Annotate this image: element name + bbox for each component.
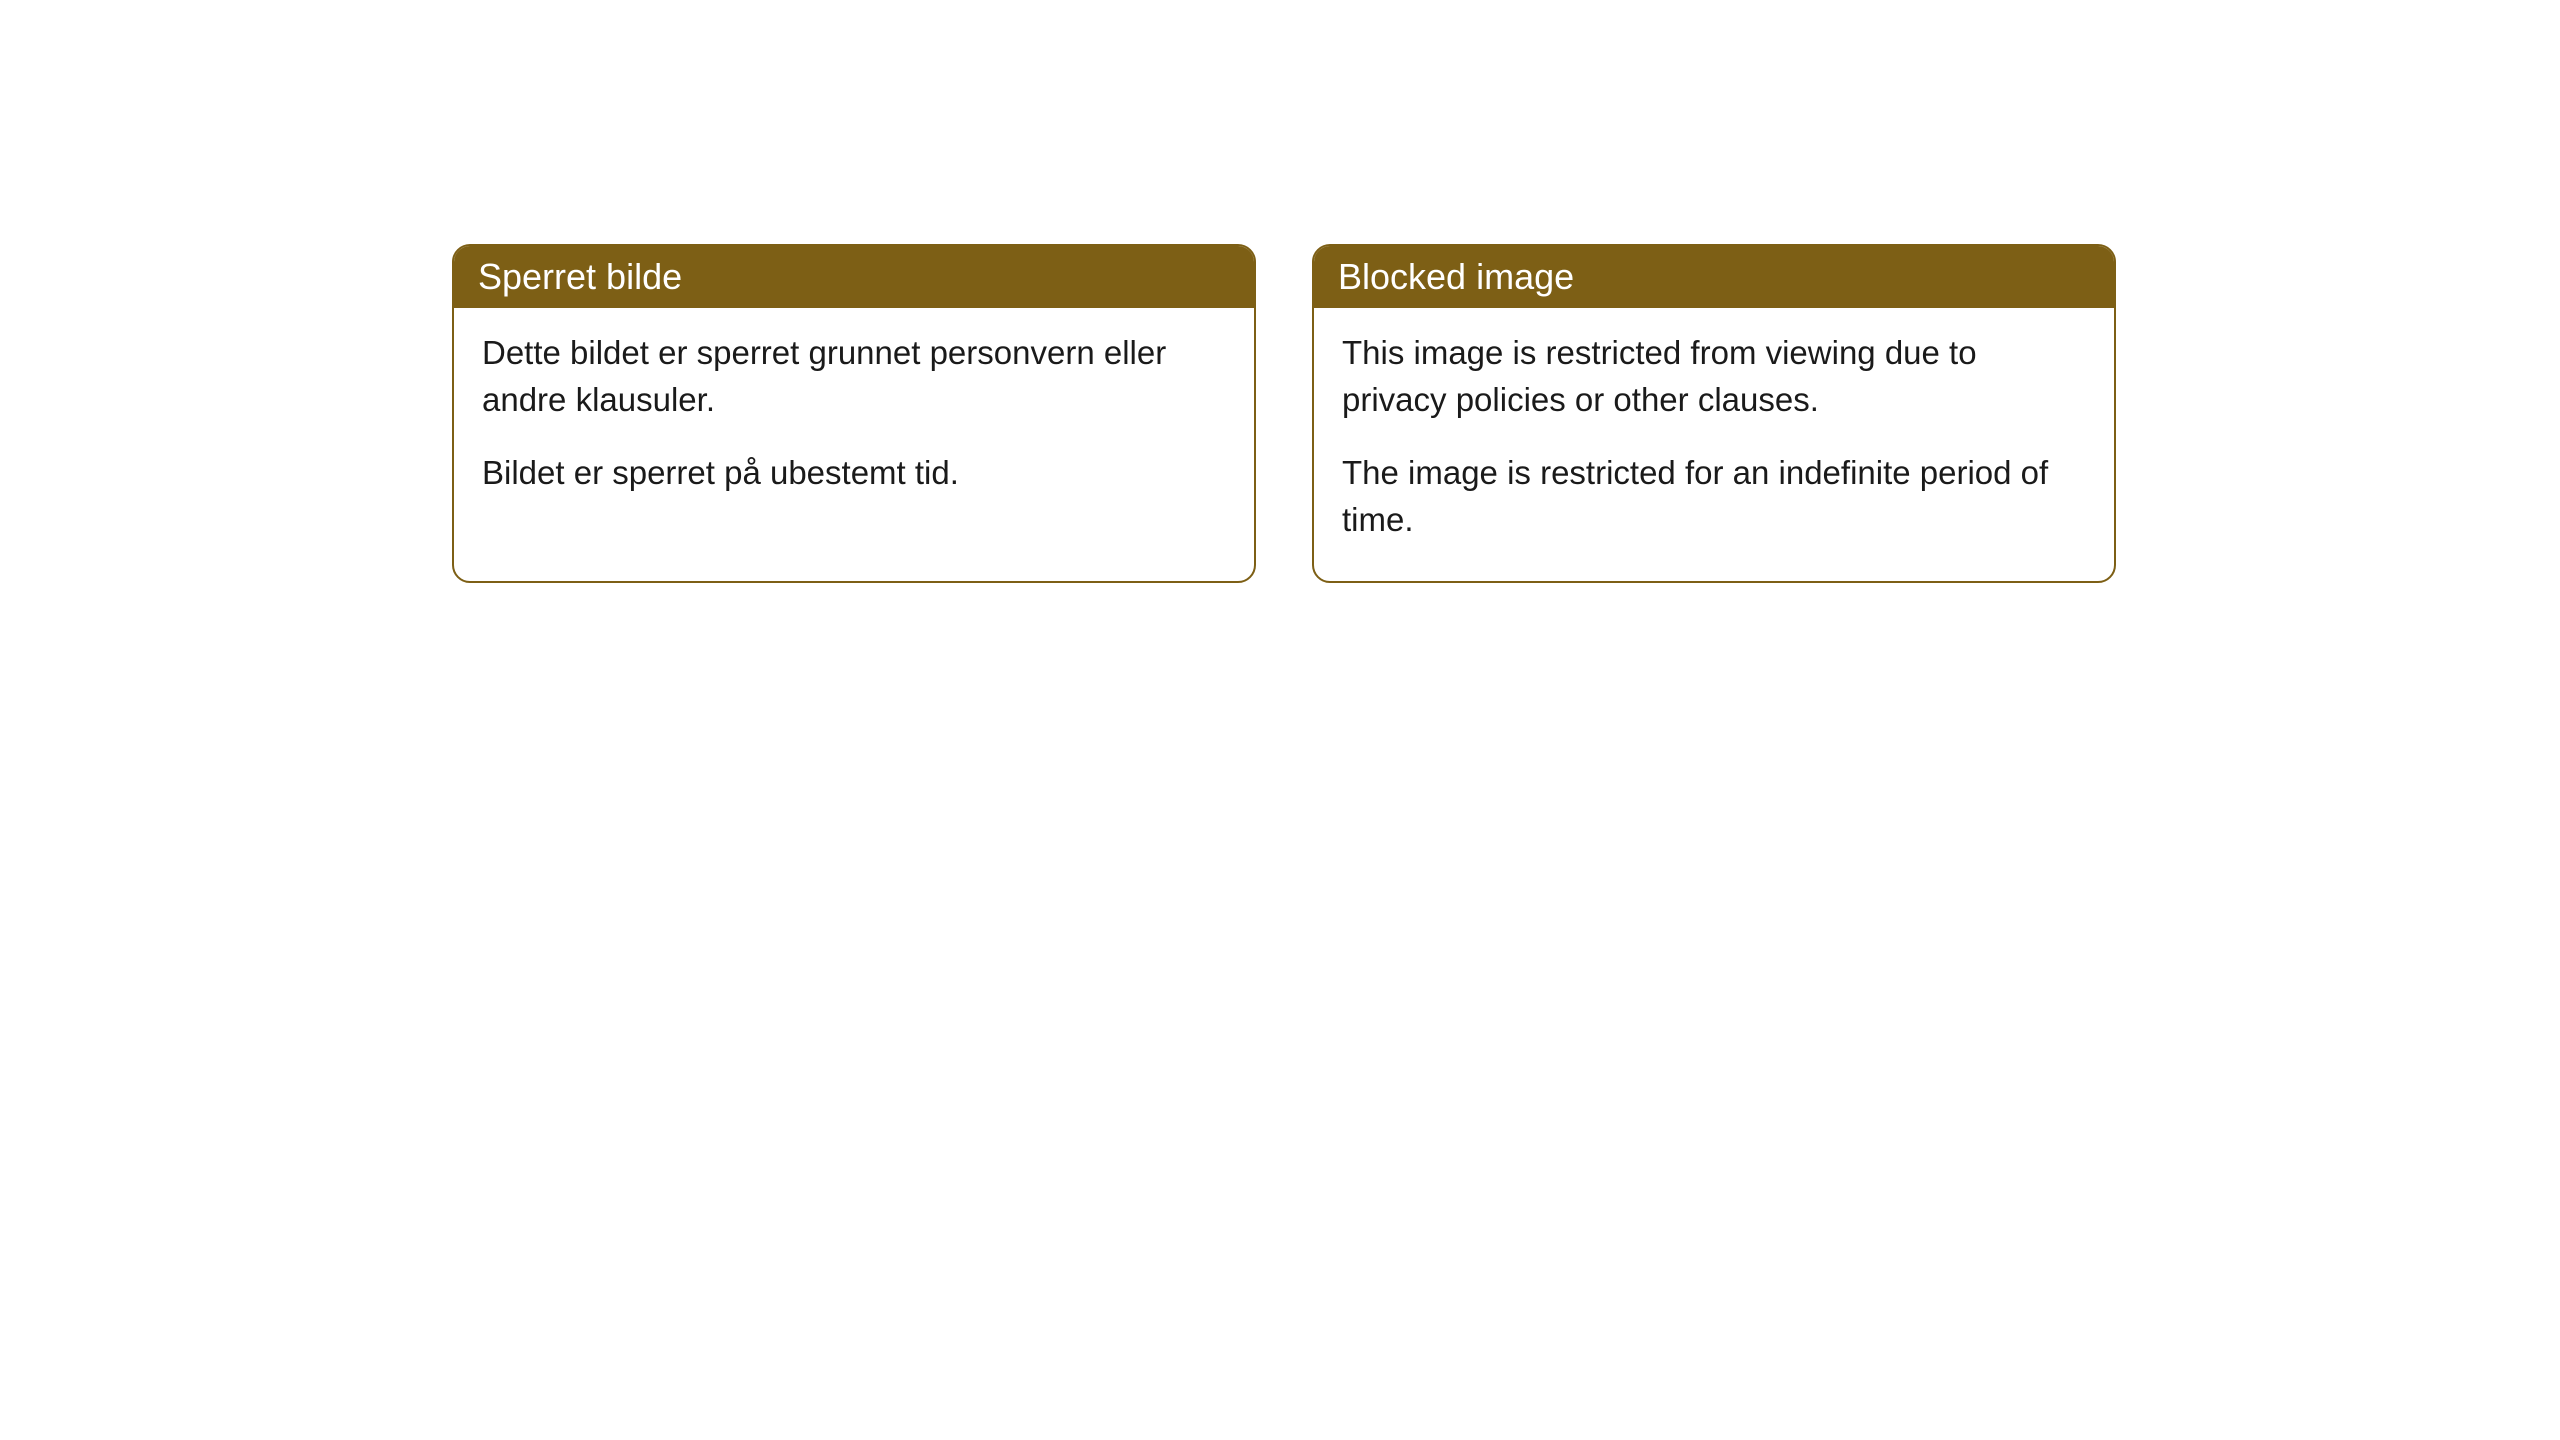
notice-card-english: Blocked image This image is restricted f… [1312,244,2116,583]
notice-paragraph: This image is restricted from viewing du… [1342,330,2086,424]
notice-paragraph: The image is restricted for an indefinit… [1342,450,2086,544]
notice-body-norwegian: Dette bildet er sperret grunnet personve… [454,308,1254,535]
notice-paragraph: Bildet er sperret på ubestemt tid. [482,450,1226,497]
notice-paragraph: Dette bildet er sperret grunnet personve… [482,330,1226,424]
notice-header-norwegian: Sperret bilde [454,246,1254,308]
notice-header-english: Blocked image [1314,246,2114,308]
notice-title: Blocked image [1338,256,1574,297]
notice-body-english: This image is restricted from viewing du… [1314,308,2114,581]
notice-container: Sperret bilde Dette bildet er sperret gr… [452,244,2116,583]
notice-card-norwegian: Sperret bilde Dette bildet er sperret gr… [452,244,1256,583]
notice-title: Sperret bilde [478,256,682,297]
